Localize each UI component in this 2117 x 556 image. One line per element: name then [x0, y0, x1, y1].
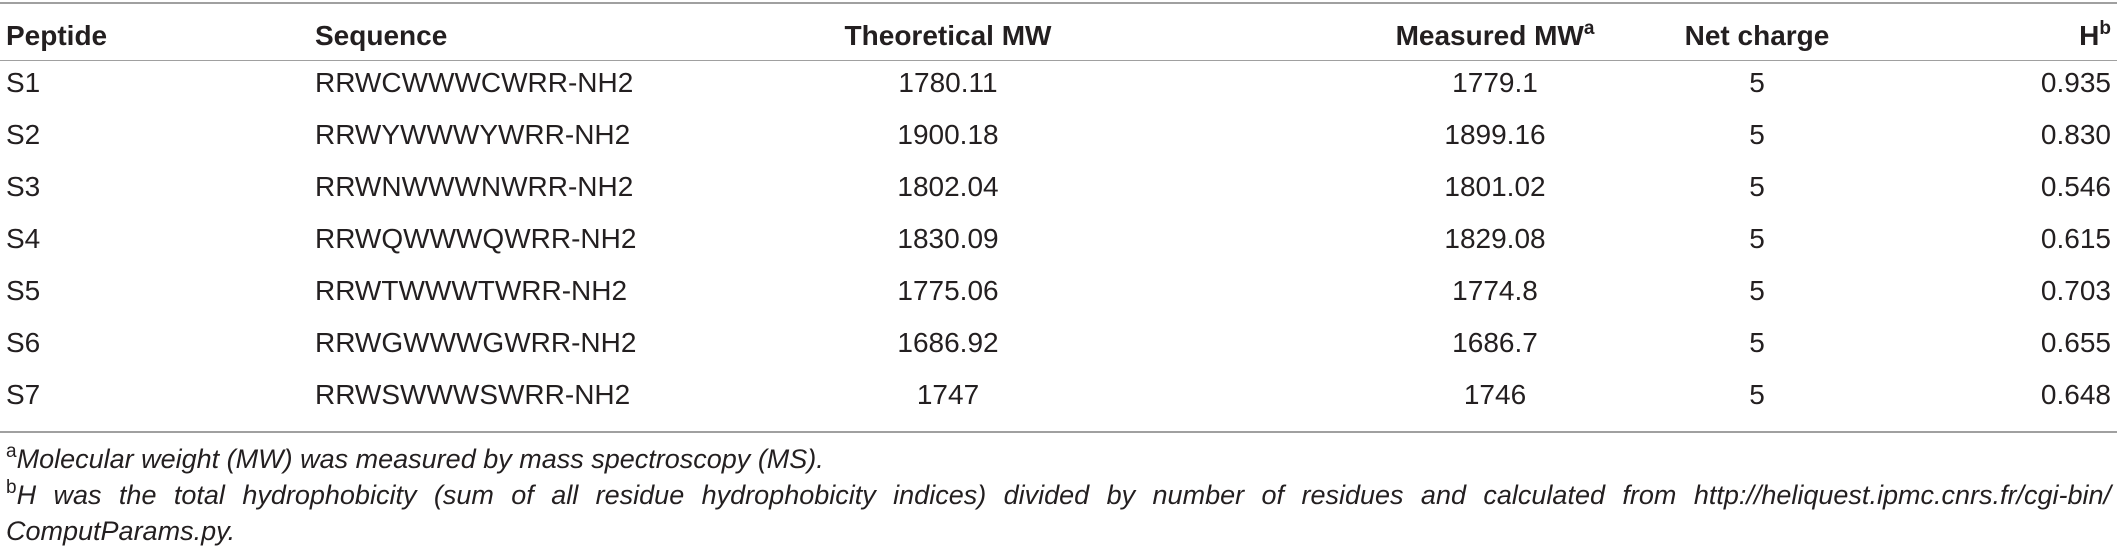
- cell-h: 0.546: [2040, 171, 2111, 202]
- cell-h: 0.615: [2040, 223, 2111, 254]
- footnote-b-line1: bH was the total hydrophobicity (sum of …: [6, 477, 2111, 510]
- cell-peptide: S5: [6, 275, 41, 306]
- table-row: S3 RRWNWWWNWRR-NH2 1802.04 1801.02 5 0.546: [0, 168, 2117, 205]
- cell-peptide: S4: [6, 223, 41, 254]
- cell-sequence: RRWNWWWNWRR-NH2: [315, 171, 634, 202]
- cell-h: 0.703: [2040, 275, 2111, 306]
- footnotes: aMolecular weight (MW) was measured by m…: [6, 441, 2111, 549]
- footnote-mark-a: a: [1583, 18, 1595, 39]
- top-rule: [0, 2, 2117, 4]
- cell-h: 0.655: [2040, 327, 2111, 358]
- header-sequence: Sequence: [315, 20, 448, 51]
- cell-h: 0.648: [2040, 379, 2111, 410]
- footnote-a: aMolecular weight (MW) was measured by m…: [6, 441, 824, 474]
- cell-sequence: RRWGWWWGWRR-NH2: [315, 327, 637, 358]
- cell-sequence: RRWCWWWCWRR-NH2: [315, 67, 634, 98]
- bottom-rule: [0, 431, 2117, 433]
- table-row: S7 RRWSWWWSWRR-NH2 1747 1746 5 0.648: [0, 376, 2117, 413]
- cell-peptide: S2: [6, 119, 41, 150]
- table-row: S2 RRWYWWWYWRR-NH2 1900.18 1899.16 5 0.830: [0, 116, 2117, 153]
- table-row: S5 RRWTWWWTWRR-NH2 1775.06 1774.8 5 0.703: [0, 272, 2117, 309]
- cell-h: 0.935: [2040, 67, 2111, 98]
- cell-peptide: S6: [6, 327, 41, 358]
- header-peptide: Peptide: [6, 20, 108, 51]
- cell-peptide: S7: [6, 379, 41, 410]
- cell-sequence: RRWTWWWTWRR-NH2: [315, 275, 628, 306]
- table-header-row: Peptide Sequence Theoretical MW Measured…: [0, 16, 2117, 56]
- footnote-mark-b: b: [2099, 18, 2111, 39]
- table-row: S1 RRWCWWWCWRR-NH2 1780.11 1779.1 5 0.935: [0, 64, 2117, 101]
- cell-sequence: RRWSWWWSWRR-NH2: [315, 379, 631, 410]
- footnote-b-line2: ComputParams.py.: [6, 516, 236, 546]
- cell-sequence: RRWYWWWYWRR-NH2: [315, 119, 631, 150]
- header-rule: [0, 60, 2117, 61]
- header-h: Hb: [2079, 18, 2111, 51]
- table-row: S6 RRWGWWWGWRR-NH2 1686.92 1686.7 5 0.655: [0, 324, 2117, 361]
- cell-sequence: RRWQWWWQWRR-NH2: [315, 223, 637, 254]
- cell-peptide: S3: [6, 171, 41, 202]
- cell-peptide: S1: [6, 67, 41, 98]
- cell-h: 0.830: [2040, 119, 2111, 150]
- table-row: S4 RRWQWWWQWRR-NH2 1830.09 1829.08 5 0.615: [0, 220, 2117, 257]
